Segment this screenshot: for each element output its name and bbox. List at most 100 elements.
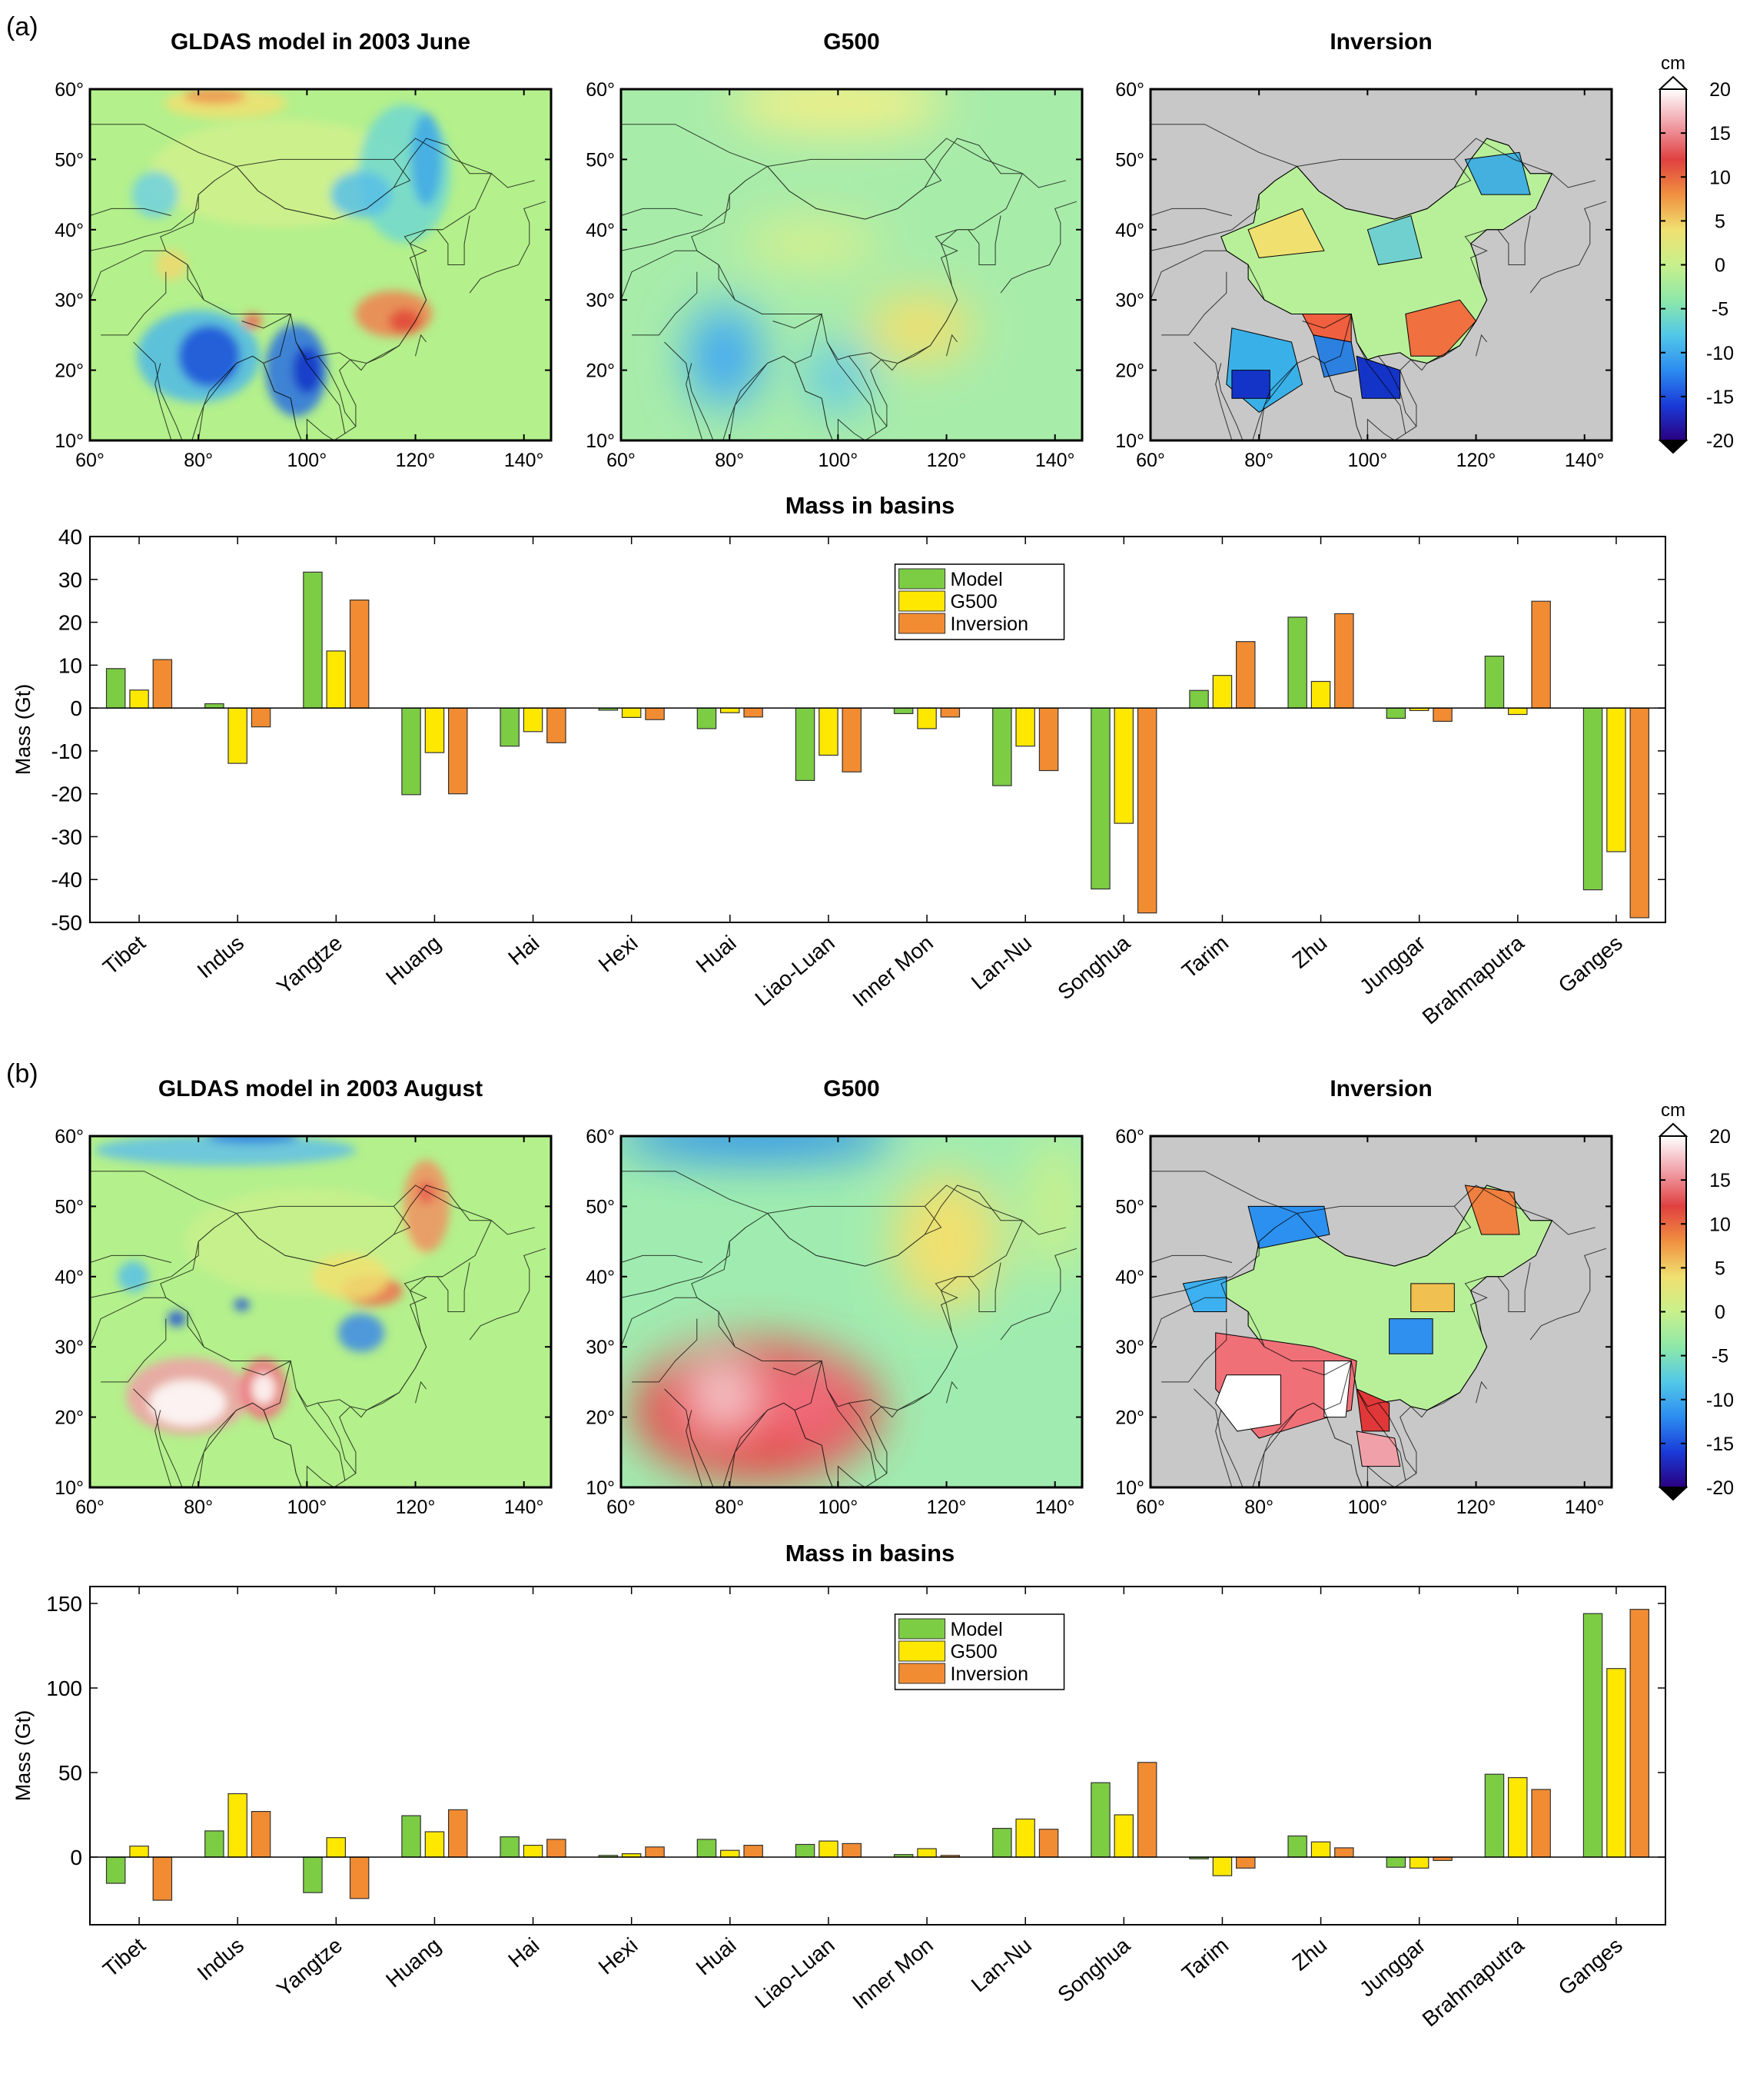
bar-model bbox=[303, 571, 323, 709]
map-title: GLDAS model in 2003 August bbox=[158, 1076, 483, 1102]
map-lat-tick: 40° bbox=[1115, 1267, 1144, 1288]
map-lat-tick: 10° bbox=[55, 430, 84, 452]
bar-inversion bbox=[842, 1842, 862, 1858]
bar-inversion bbox=[842, 707, 862, 773]
y-tick-label: 0 bbox=[70, 1846, 82, 1869]
x-tick-label: Brahmaputra bbox=[1418, 1933, 1529, 2032]
bar-g500 bbox=[1606, 1668, 1626, 1858]
legend-swatch bbox=[898, 1618, 946, 1640]
map-lat-tick: 50° bbox=[55, 149, 84, 171]
x-tick-label: Yangtze bbox=[272, 931, 347, 998]
map-a-model: GLDAS model in 2003 June 60° 80° 100° 120° 1… bbox=[55, 29, 553, 471]
x-tick-label: Ganges bbox=[1554, 1933, 1627, 2000]
x-tick-label: Liao-Luan bbox=[750, 931, 838, 1011]
map-lat-tick: 40° bbox=[586, 220, 615, 241]
legend-label: G500 bbox=[951, 591, 998, 613]
y-tick-label: 50 bbox=[58, 1761, 82, 1785]
x-tick-label: Huai bbox=[692, 931, 741, 978]
map-b-inversion: Inversion 60° 80° 100° 120° 140° 60° 50° 40° 30°… bbox=[1115, 1076, 1613, 1518]
colorbar-tick: 20 bbox=[1709, 79, 1731, 101]
bar-model bbox=[1091, 707, 1111, 890]
map-lat-tick: 60° bbox=[55, 1126, 84, 1148]
bar-model bbox=[1582, 1613, 1603, 1858]
bar-g500 bbox=[917, 707, 937, 729]
x-tick-label: Junggar bbox=[1355, 1933, 1430, 2002]
x-tick-label: Zhu bbox=[1288, 931, 1332, 973]
x-tick-label: Zhu bbox=[1288, 1933, 1332, 1975]
bar-model bbox=[893, 707, 914, 714]
map-lon-tick: 80° bbox=[715, 1497, 744, 1518]
bar-chart-b: 150 100 50 0 Tibet Indus Yangtze Huang Hai Hexi Hu… bbox=[12, 1586, 1666, 2032]
x-tick-label: Ganges bbox=[1554, 931, 1627, 998]
bar-inversion bbox=[1334, 613, 1354, 709]
bar-g500 bbox=[1212, 675, 1233, 709]
bar-g500 bbox=[129, 1846, 149, 1858]
map-lat-tick: 10° bbox=[55, 1477, 84, 1499]
colorbar-min-arrow bbox=[1658, 440, 1689, 454]
x-tick-label: Huang bbox=[381, 1933, 445, 1992]
map-lat-tick: 30° bbox=[1115, 290, 1144, 311]
bar-g500 bbox=[1015, 707, 1035, 747]
y-tick-label: 20 bbox=[58, 611, 82, 635]
map-lon-tick: 120° bbox=[1456, 1497, 1496, 1518]
bar-model bbox=[204, 703, 224, 709]
y-tick-label: 30 bbox=[58, 568, 82, 592]
bar-g500 bbox=[1114, 707, 1134, 824]
bar-inversion bbox=[251, 1811, 271, 1858]
colorbar-tick: 5 bbox=[1715, 211, 1725, 232]
map-lat-tick: 40° bbox=[55, 220, 84, 241]
map-lat-tick: 60° bbox=[586, 79, 615, 101]
bar-inversion bbox=[1531, 600, 1551, 709]
map-lat-tick: 50° bbox=[586, 149, 615, 171]
bar-model bbox=[992, 1828, 1012, 1858]
colorbar-tick: 10 bbox=[1709, 167, 1731, 188]
bar-model bbox=[1386, 707, 1406, 719]
map-lon-tick: 100° bbox=[818, 450, 858, 471]
map-lat-tick: 10° bbox=[586, 1477, 615, 1499]
bar-inversion bbox=[251, 707, 271, 728]
legend-label: Inversion bbox=[951, 613, 1028, 635]
map-lat-tick: 20° bbox=[55, 361, 84, 382]
colorbar-unit: cm bbox=[1661, 1100, 1685, 1121]
map-title: GLDAS model in 2003 June bbox=[171, 29, 470, 55]
bar-g500 bbox=[719, 707, 740, 713]
colorbar-tick: 15 bbox=[1709, 123, 1731, 145]
map-lat-tick: 60° bbox=[586, 1126, 615, 1148]
x-tick-label: Tarim bbox=[1177, 931, 1233, 983]
colorbar-tick: -15 bbox=[1706, 387, 1734, 408]
bar-g500 bbox=[1114, 1814, 1134, 1858]
map-lat-tick: 60° bbox=[1115, 79, 1144, 101]
x-tick-label: Songhua bbox=[1053, 1933, 1134, 2007]
map-lon-tick: 60° bbox=[606, 450, 636, 471]
colorbar-tick: 5 bbox=[1715, 1258, 1725, 1279]
map-lon-tick: 140° bbox=[504, 1497, 544, 1518]
colorbar-tick: -5 bbox=[1712, 1346, 1728, 1367]
colorbar-tick: -20 bbox=[1706, 430, 1734, 452]
bar-inversion bbox=[1629, 707, 1650, 919]
map-lat-tick: 20° bbox=[586, 361, 615, 382]
map-lat-tick: 30° bbox=[586, 1337, 615, 1358]
y-tick-label: 150 bbox=[46, 1592, 82, 1616]
bar-model bbox=[500, 707, 520, 747]
map-lat-tick: 40° bbox=[1115, 220, 1144, 241]
bar-inversion bbox=[1038, 707, 1059, 772]
x-tick-label: Songhua bbox=[1053, 931, 1134, 1005]
bar-g500 bbox=[1310, 680, 1331, 709]
colorbar-tick: -10 bbox=[1706, 343, 1734, 364]
x-tick-label: Brahmaputra bbox=[1418, 931, 1529, 1029]
x-tick-label: Indus bbox=[193, 931, 248, 983]
map-lat-tick: 30° bbox=[1115, 1337, 1144, 1358]
bar-model bbox=[696, 707, 717, 729]
bar-model bbox=[795, 707, 815, 781]
map-title: G500 bbox=[823, 1076, 879, 1102]
map-lon-tick: 140° bbox=[1035, 1497, 1075, 1518]
bar-g500 bbox=[819, 1840, 838, 1858]
x-tick-label: Inner Mon bbox=[848, 931, 938, 1012]
y-tick-label: -50 bbox=[51, 911, 82, 935]
bar-inversion bbox=[447, 1809, 468, 1858]
bar-model bbox=[303, 1856, 323, 1893]
bar-g500 bbox=[523, 1845, 543, 1858]
bar-inversion bbox=[447, 707, 468, 795]
